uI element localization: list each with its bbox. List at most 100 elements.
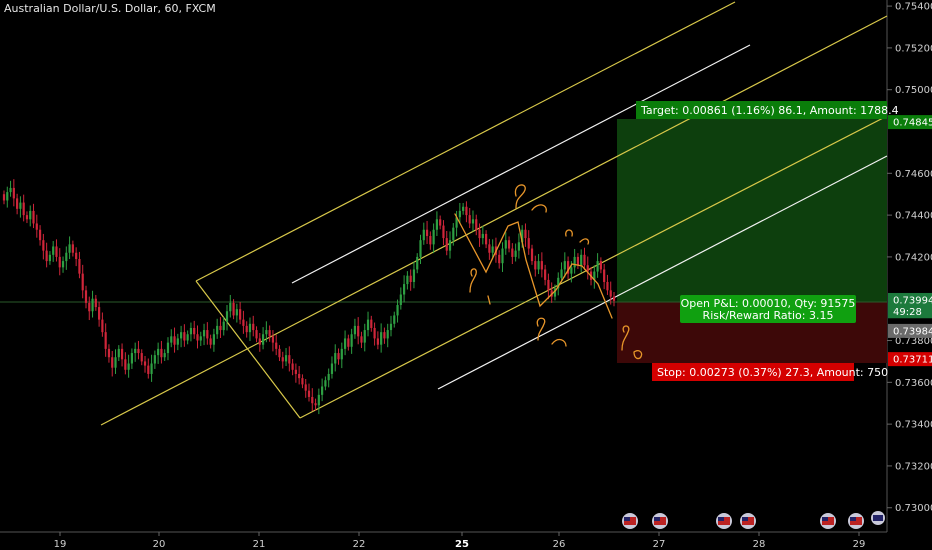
candle-body [298, 373, 301, 379]
candle-body [22, 202, 25, 216]
candle-body [75, 252, 78, 259]
candle-body [357, 325, 360, 337]
candle-body [327, 373, 330, 381]
letter-p-1 [514, 184, 526, 209]
x-tick-label: 26 [553, 539, 566, 550]
candle-body [314, 403, 317, 406]
candle-body [248, 323, 252, 333]
channel-middle-yellow [100, 15, 888, 426]
candle-body [209, 338, 212, 345]
candle-body [419, 240, 422, 257]
candle-body [288, 355, 291, 364]
channel-connector-yellow [195, 280, 301, 419]
profit-zone[interactable] [617, 119, 887, 302]
candle-body [216, 325, 219, 335]
candle-body [570, 267, 573, 274]
stop-label: Stop: 0.00273 (0.37%) 27.3, Amount: 750 [652, 363, 888, 381]
white-line-upper [291, 44, 751, 284]
candle-body [163, 353, 166, 358]
candle-body [261, 334, 265, 345]
candle-body [478, 229, 481, 239]
price-tag-box [888, 292, 932, 307]
candle-body [311, 396, 314, 404]
candle-body [170, 336, 173, 343]
price-tag-label: 0.73994 [893, 295, 932, 306]
candle-body [225, 311, 229, 322]
candle-body [91, 298, 94, 312]
price-tag-box [888, 352, 932, 367]
candle-body [383, 332, 386, 339]
candle-body [71, 244, 74, 253]
candle-body [340, 348, 343, 360]
candle-body [583, 254, 586, 266]
candle-body [534, 261, 537, 270]
letter-p-2 [469, 268, 477, 293]
candle-body [409, 275, 412, 282]
candle-body [101, 319, 104, 333]
candle-body [219, 325, 222, 331]
candle-body [104, 332, 107, 349]
candle-body [373, 327, 376, 339]
candle-body [540, 261, 543, 270]
candle-body [137, 348, 140, 354]
candle-body [157, 348, 160, 356]
candle-body [52, 246, 55, 255]
candle-body [380, 332, 383, 345]
candle-body [6, 192, 9, 201]
candle-body [19, 202, 22, 209]
candle-body [114, 357, 117, 368]
channel-lower-yellow [299, 115, 888, 419]
candle-body [65, 252, 68, 262]
candle-body [576, 256, 580, 266]
candle-body [58, 256, 61, 268]
candle-body [481, 233, 484, 239]
candle-body [403, 284, 406, 295]
candle-body [81, 273, 84, 291]
candle-body [458, 210, 461, 218]
candle-body [609, 290, 612, 297]
pnl-text: Open P&L: 0.00010, Qty: 91575 [681, 297, 856, 310]
flag-icon-4 [740, 513, 756, 529]
flag-icon-7 [871, 511, 885, 525]
candle-body [360, 336, 363, 343]
candle-body [275, 342, 278, 349]
price-tag-label: 0.73984 [893, 326, 932, 337]
candle-body [265, 330, 268, 335]
candle-body [544, 269, 547, 280]
candle-body [173, 336, 176, 345]
candle-body [452, 227, 455, 241]
letter-r-2 [579, 238, 590, 245]
candle-body [504, 240, 507, 249]
y-tick-label: 0.73000 [895, 503, 932, 514]
candle-body [488, 244, 491, 253]
candle-body [593, 271, 596, 280]
price-tag-box [888, 304, 932, 319]
chart-title: Australian Dollar/U.S. Dollar, 60, FXCM [4, 2, 216, 15]
candle-body [337, 353, 340, 360]
candle-body [491, 246, 494, 253]
candle-body [370, 319, 373, 328]
candle-body [196, 334, 199, 341]
candle-body [435, 219, 439, 230]
candle-body [48, 254, 52, 262]
candle-body [88, 302, 91, 312]
candle-body [514, 250, 517, 257]
trend-channels[interactable] [100, 1, 888, 426]
candle-body [376, 338, 379, 345]
event-flags[interactable] [622, 511, 885, 529]
candle-body [206, 330, 209, 339]
candle-body [580, 254, 583, 266]
candle-body [98, 307, 101, 320]
candle-body [334, 353, 337, 364]
candle-body [55, 246, 58, 257]
candle-body [117, 348, 120, 358]
candle-body [252, 323, 255, 331]
candle-body [484, 233, 488, 245]
candle-body [455, 217, 458, 228]
